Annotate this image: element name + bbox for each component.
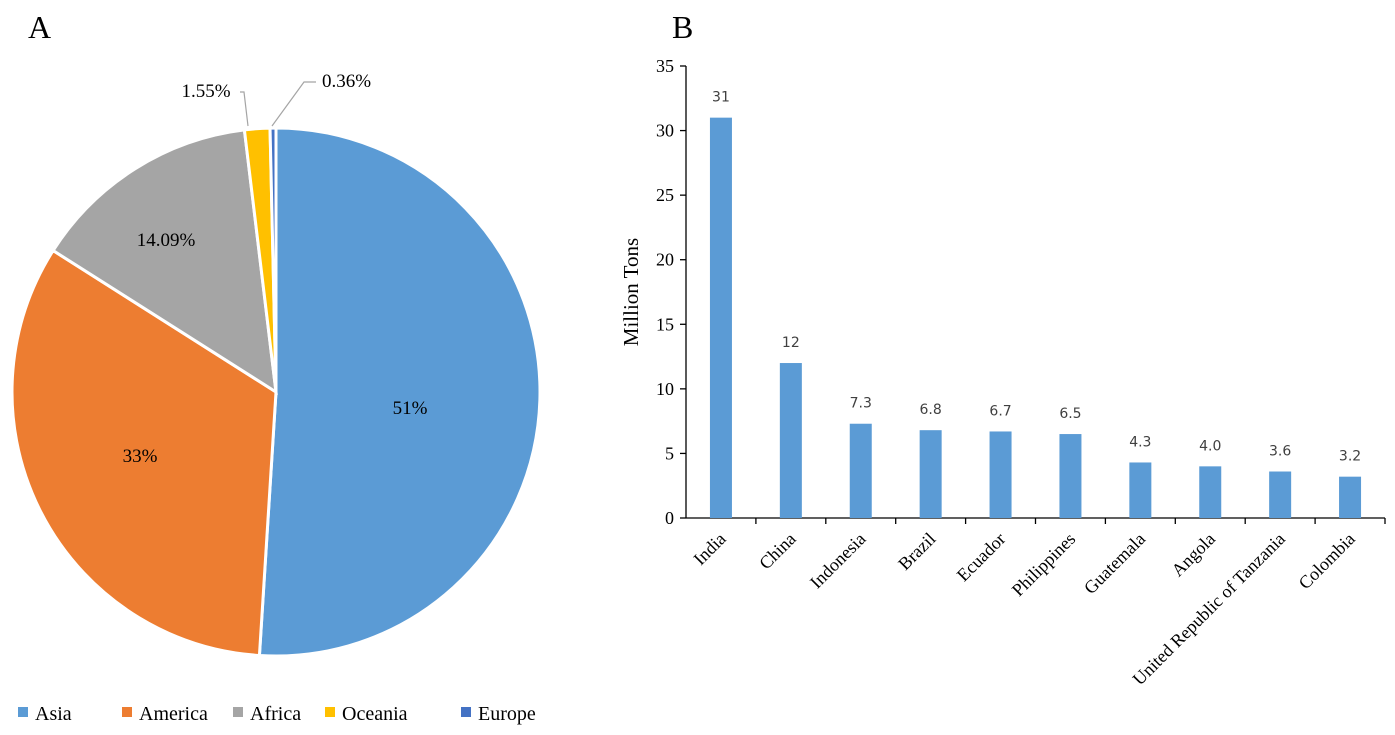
pie-leader-line-europe [271,81,316,127]
bar-china [779,363,802,518]
y-tick-label: 10 [656,379,674,399]
x-tick-label-guatemala: Guatemala [1080,529,1149,598]
pie-slice-asia [257,126,542,658]
bar-philippines [1059,434,1082,518]
pie-label-oceania: 1.55% [181,81,230,102]
legend-label-europe: Europe [478,703,536,725]
bar-value-label-ecuador: 6.7 [989,403,1011,419]
bar-ecuador [989,431,1012,518]
pie-label-asia: 51% [393,398,428,419]
y-axis-title: Million Tons [619,238,643,346]
legend-label-africa: Africa [250,703,301,725]
pie-label-america: 33% [123,446,158,467]
bar-colombia [1339,476,1362,518]
y-tick-label: 20 [656,250,674,270]
y-tick-label: 15 [656,314,674,334]
bar-value-label-china: 12 [782,335,800,351]
bar-guatemala [1129,462,1152,518]
legend-label-america: America [139,703,208,725]
bar-value-label-indonesia: 7.3 [850,396,872,412]
x-tick-label-angola: Angola [1167,529,1219,581]
legend-label-asia: Asia [35,703,72,725]
pie-slice-africa [51,128,278,395]
bar-value-label-angola: 4.0 [1199,438,1221,454]
pie-leader-line-oceania [240,91,249,127]
y-tick-label: 25 [656,185,674,205]
bar-value-label-colombia: 3.2 [1339,449,1361,465]
y-tick-label: 0 [665,508,674,528]
pie-slice-europe [268,126,278,393]
bar-value-label-philippines: 6.5 [1059,406,1081,422]
pie-chart: 51% 33% 14.09% 1.55% 0.36% [10,71,542,658]
pie-label-europe: 0.36% [322,71,371,92]
y-tick-label: 30 [656,121,674,141]
x-tick-label-colombia: Colombia [1295,529,1359,593]
x-tick-label-ecuador: Ecuador [953,529,1010,586]
y-tick-label: 35 [656,56,674,76]
bar-value-label-guatemala: 4.3 [1129,434,1151,450]
panel-b-letter: B [672,9,693,45]
x-tick-label-india: India [689,529,729,569]
pie-label-africa: 14.09% [137,230,196,251]
legend-label-oceania: Oceania [342,703,408,725]
bar-chart: 0 5 10 15 20 25 30 35 Million Tons 31 India 12 China… [619,56,1386,689]
x-tick-label-philippines: Philippines [1008,529,1079,600]
legend-swatch-asia [18,707,28,717]
bar-value-label-india: 31 [712,90,730,106]
panel-a-letter: A [28,9,51,45]
x-tick-label-china: China [755,529,800,574]
bar-angola [1199,466,1222,518]
pie-legend: Asia America Africa Oceania Europe [18,703,536,725]
legend-swatch-oceania [325,707,335,717]
legend-swatch-europe [461,707,471,717]
legend-swatch-america [122,707,132,717]
x-tick-label-indonesia: Indonesia [806,529,870,593]
bar-brazil [919,430,942,518]
y-tick-label: 5 [665,443,674,463]
bar-india [709,117,732,519]
bar-value-label-united-republic-of-tanzania: 3.6 [1269,444,1291,460]
bar-united-republic-of-tanzania [1269,471,1292,518]
bar-indonesia [849,423,872,518]
legend-swatch-africa [233,707,243,717]
bar-value-label-brazil: 6.8 [920,402,942,418]
x-tick-label-brazil: Brazil [894,529,939,574]
